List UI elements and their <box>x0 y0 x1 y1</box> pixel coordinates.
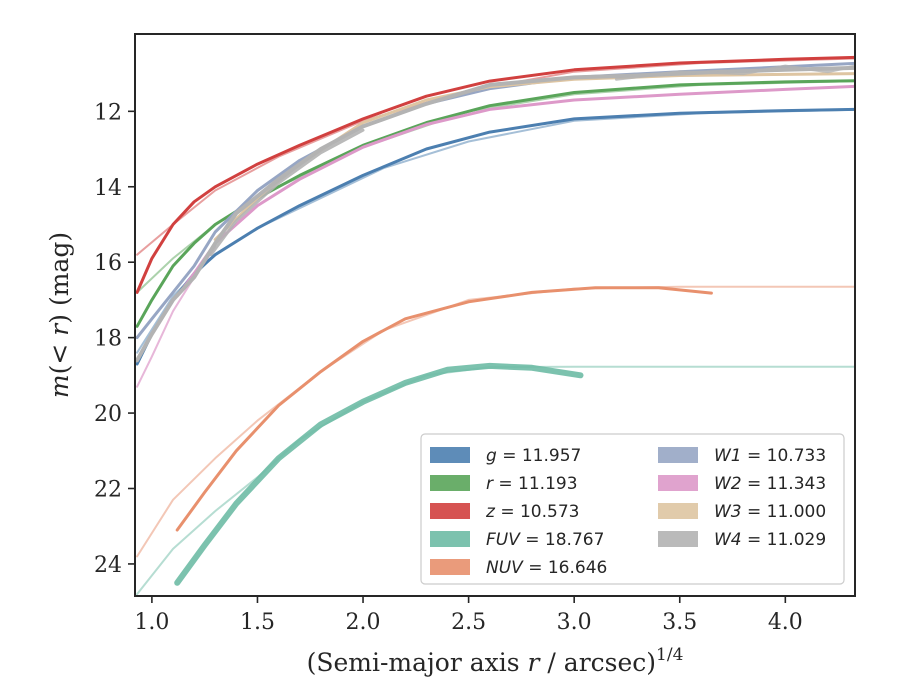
legend-swatch-fuv <box>430 531 470 547</box>
x-tick-label: 3.5 <box>662 610 697 635</box>
legend-label-fuv: FUV = 18.767 <box>486 530 604 550</box>
legend-swatch-r <box>430 475 470 491</box>
x-axis-label-exponent: 1/4 <box>656 645 683 665</box>
x-tick-label: 2.5 <box>451 610 486 635</box>
legend-swatch-w1 <box>658 447 698 463</box>
legend-label-w1: W1 = 10.733 <box>714 446 826 466</box>
y-tick-label: 14 <box>94 176 122 201</box>
legend-label-g: g = 11.957 <box>486 446 581 466</box>
series-fuv-curve-2 <box>136 365 855 596</box>
x-tick-label: 2.0 <box>346 610 381 635</box>
series-w4-curve-3 <box>614 64 855 81</box>
y-axis-label-symbol: m <box>45 374 74 398</box>
y-tick-label: 16 <box>94 251 122 276</box>
series-z-curve-2 <box>136 57 855 256</box>
legend-swatch-nuv <box>430 559 470 575</box>
series-w4-curve-2 <box>209 128 365 257</box>
legend-label-w4: W4 = 11.029 <box>714 530 826 550</box>
x-axis-label: (Semi-major axis r / arcsec)1/4 <box>307 645 684 677</box>
series-r-curve-1 <box>135 79 855 328</box>
x-tick-label: 3.0 <box>557 610 592 635</box>
x-axis-label-variable: r <box>528 648 542 677</box>
legend-frame <box>420 433 845 585</box>
y-tick-label: 20 <box>94 402 122 427</box>
legend: g = 11.957 r = 11.193 z = 10.573 FUV = 18.7… <box>420 433 845 585</box>
y-axis-label-paren: (< <box>45 336 74 375</box>
y-axis-ticks: 12 14 16 18 20 22 24 <box>94 100 135 578</box>
x-axis-label-unit: / arcsec) <box>539 648 656 677</box>
legend-label-z: z = 10.573 <box>485 502 579 522</box>
x-tick-label: 4.0 <box>768 610 803 635</box>
legend-swatch-w4 <box>658 531 698 547</box>
x-tick-label: 1.5 <box>240 610 275 635</box>
legend-swatch-w3 <box>658 503 698 519</box>
y-tick-label: 12 <box>94 100 122 125</box>
y-tick-label: 22 <box>94 478 122 503</box>
legend-swatch-g <box>430 447 470 463</box>
y-tick-label: 24 <box>94 553 122 578</box>
legend-label-w2: W2 = 11.343 <box>714 474 826 494</box>
y-axis-label-variable: r <box>45 322 74 336</box>
data-curves <box>135 55 855 596</box>
legend-label-nuv: NUV = 16.646 <box>486 558 607 578</box>
legend-label-w3: W3 = 11.000 <box>714 502 826 522</box>
legend-label-r: r = 11.193 <box>486 474 578 494</box>
series-nuv-curve-2 <box>136 285 855 558</box>
plot-frame <box>134 33 856 597</box>
legend-swatch-w2 <box>658 475 698 491</box>
x-axis-label-text: (Semi-major axis <box>307 648 528 677</box>
legend-swatch-z <box>430 503 470 519</box>
y-axis-label-unit: ) (mag) <box>45 232 74 324</box>
y-tick-label: 18 <box>94 327 122 352</box>
y-axis-label: m(< r) (mag) <box>45 232 74 398</box>
x-axis-ticks: 1.0 1.5 2.0 2.5 3.0 3.5 4.0 <box>134 596 803 635</box>
x-tick-label: 1.0 <box>134 610 169 635</box>
